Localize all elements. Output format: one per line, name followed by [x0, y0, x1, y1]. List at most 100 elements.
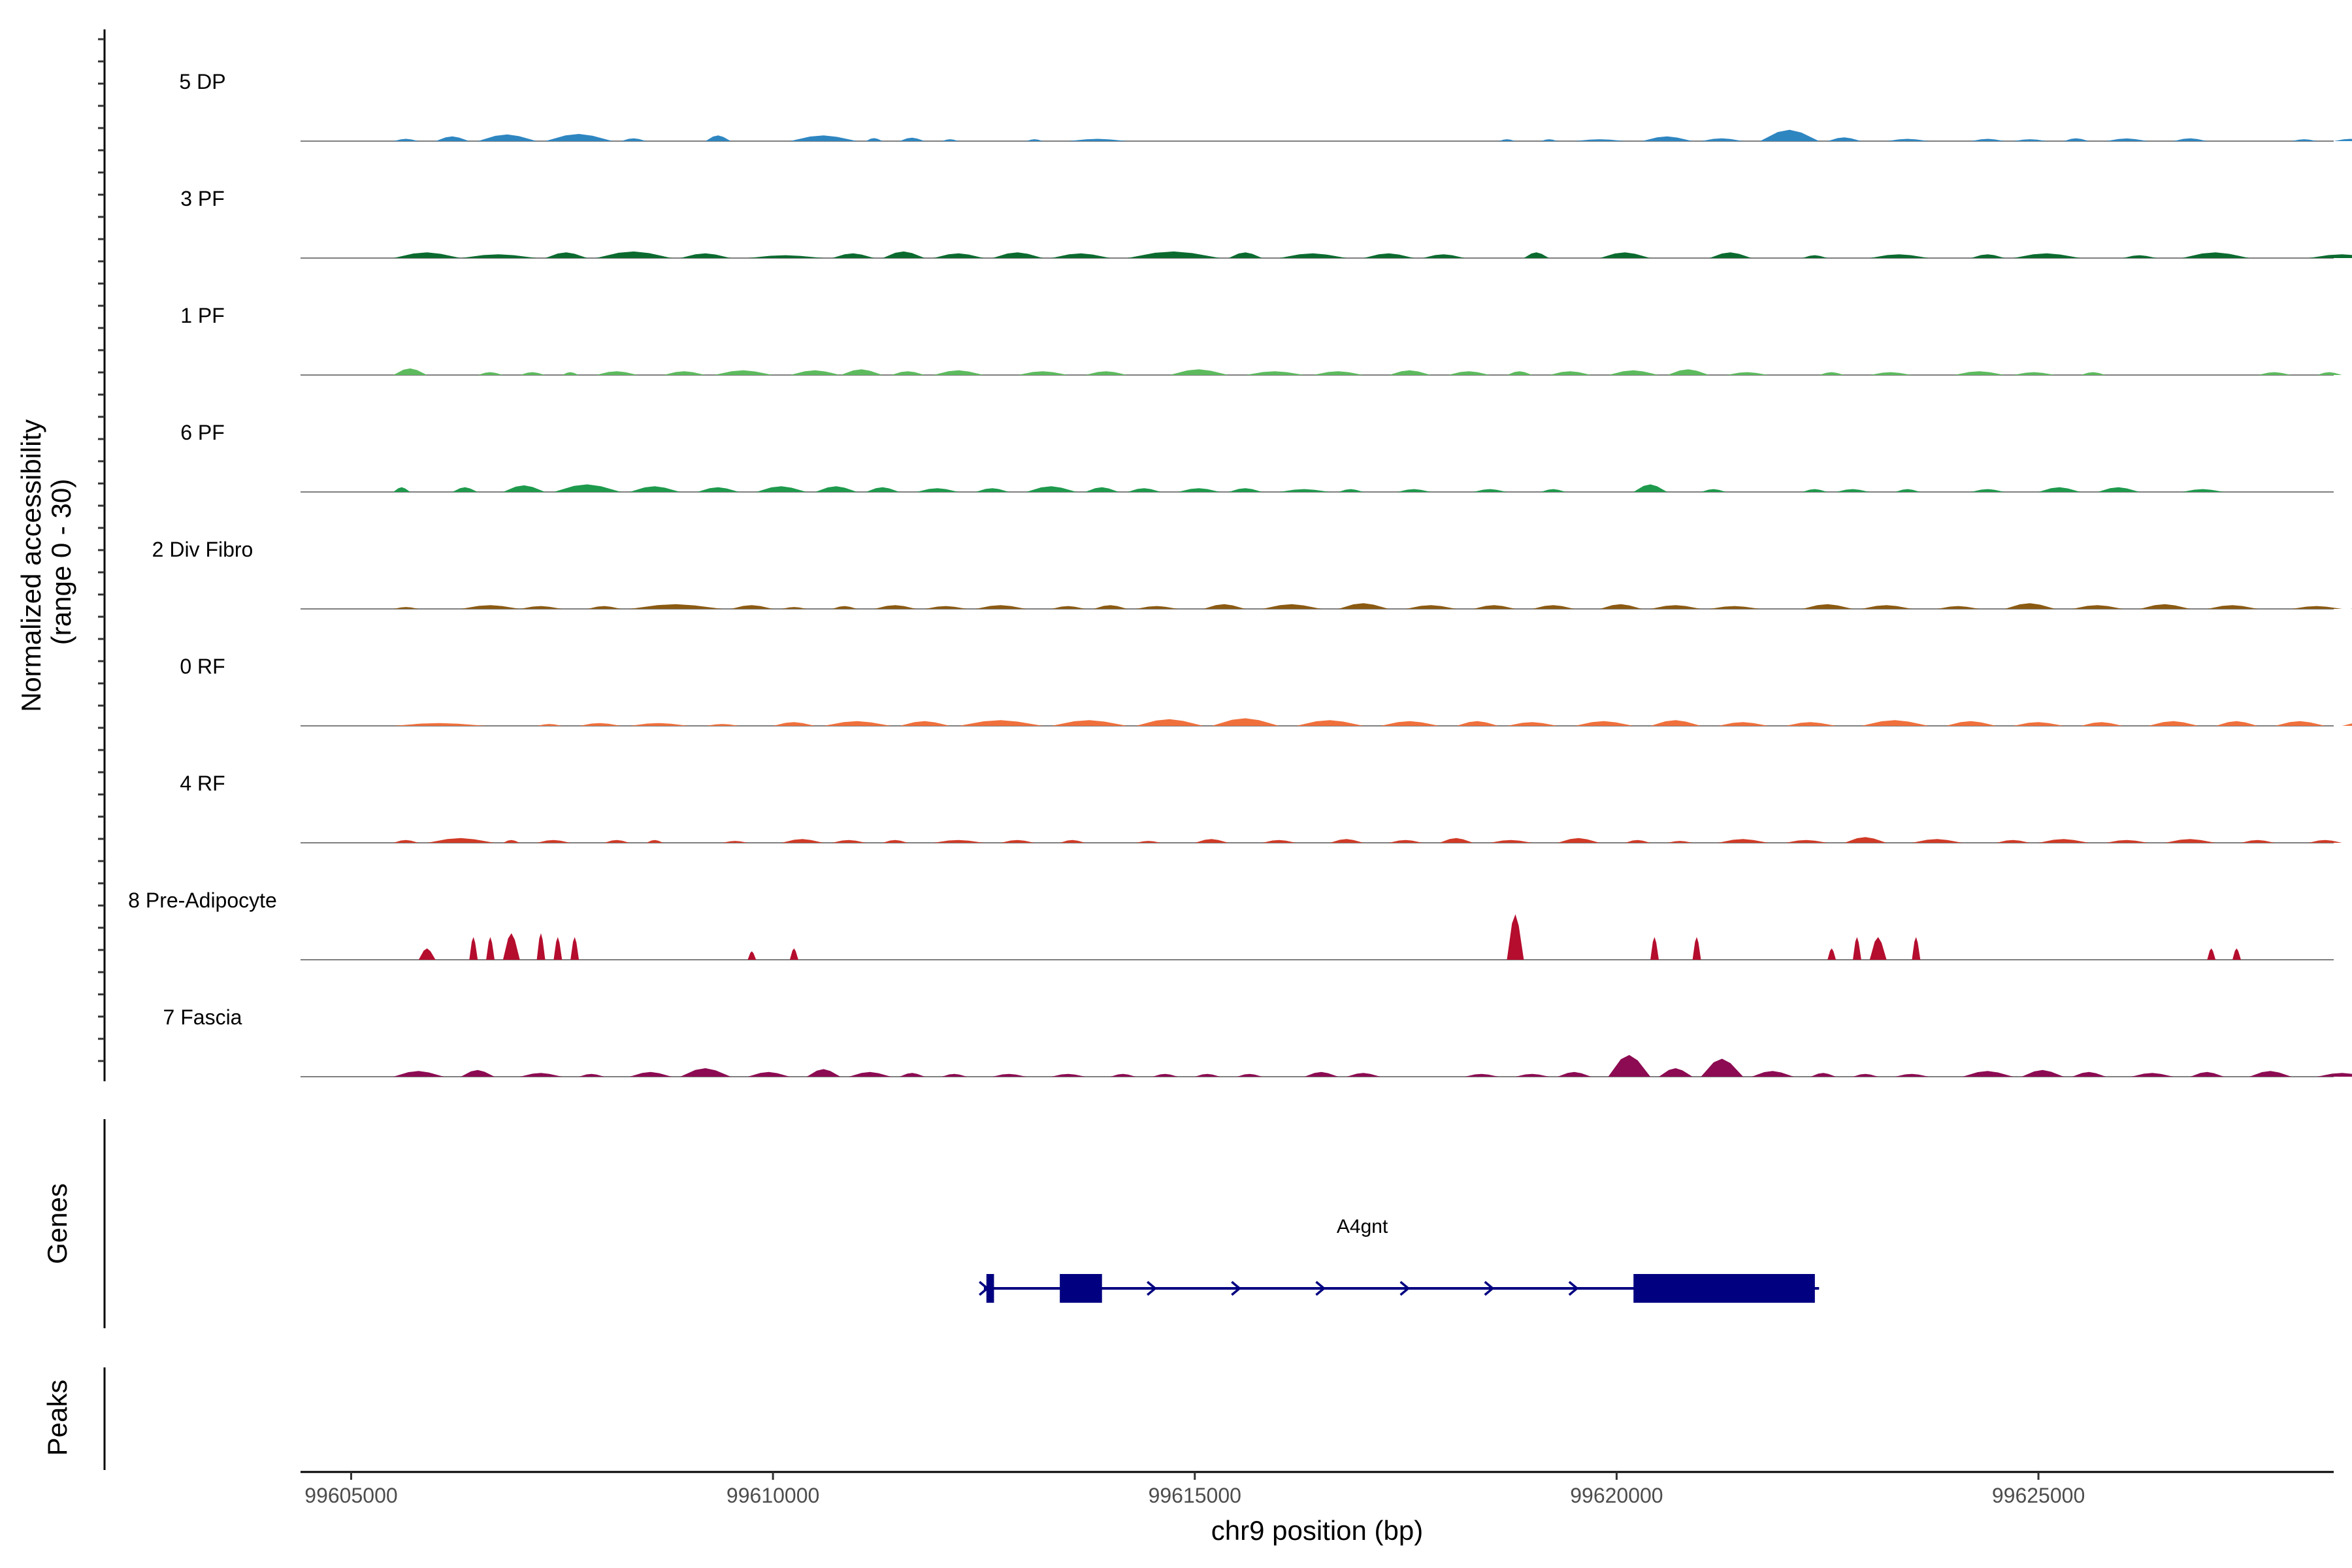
coverage-peak [478, 134, 537, 141]
strand-chevron [1315, 1281, 1326, 1296]
coverage-peak [1718, 839, 1769, 843]
coverage-peak [840, 369, 883, 375]
coverage-peak [1650, 605, 1701, 609]
coverage-peak [629, 604, 723, 609]
coverage-peak [1558, 838, 1600, 843]
coverage-peak [1051, 1073, 1085, 1077]
coverage-peak [1625, 840, 1651, 843]
coverage-peak [705, 135, 731, 141]
track-label: 3 PF [180, 187, 225, 210]
coverage-peak [1574, 139, 1625, 141]
coverage-peak [1051, 720, 1128, 726]
coverage-peak [1912, 839, 1963, 843]
coverage-peak [621, 138, 647, 141]
coverage-peak [2173, 138, 2208, 141]
coverage-peak [1608, 370, 1659, 375]
coverage-peak [1667, 369, 1710, 375]
coverage-peak [663, 371, 706, 375]
coverage-peak [730, 605, 774, 609]
track-label: 2 Div Fibro [152, 538, 253, 561]
coverage-peak [1869, 372, 1912, 375]
coverage-peak [1869, 254, 1929, 258]
coverage-peak [393, 607, 419, 609]
coverage-peak [933, 840, 984, 843]
track-label: 5 DP [179, 70, 225, 93]
coverage-peak [1558, 1071, 1592, 1077]
coverage-peak [1262, 840, 1296, 843]
coverage-peak [1397, 489, 1431, 492]
x-tick-label: 99620000 [1570, 1484, 1663, 1507]
coverage-peak [941, 1073, 968, 1077]
coverage-peak [1000, 840, 1035, 843]
coverage-peak [1448, 371, 1490, 375]
coverage-peak [1718, 722, 1769, 726]
coverage-peak [832, 606, 858, 609]
gene-exon [986, 1274, 994, 1303]
coverage-peak [2291, 606, 2342, 609]
coverage-peak [393, 723, 487, 726]
strand-chevron [979, 1281, 989, 1296]
peaks-panel-label: Peaks [42, 1380, 73, 1456]
coverage-y-axis-title-line1: Normalized accessibility [16, 419, 46, 712]
coverage-peak [2013, 722, 2064, 726]
coverage-peak [596, 371, 638, 375]
coverage-peak [1861, 605, 1912, 609]
coverage-peak [1498, 139, 1516, 141]
coverage-peak [2215, 721, 2258, 726]
gene-exon [1633, 1274, 1815, 1303]
coverage-peak [1970, 254, 2005, 258]
coverage-peak [2257, 372, 2292, 375]
coverage-peak [1844, 837, 1887, 843]
coverage-peak [519, 372, 546, 375]
coverage-peak [1347, 1073, 1380, 1077]
coverage-peak [1608, 1054, 1651, 1077]
coverage-peak [2063, 138, 2089, 141]
coverage-peak [1304, 1071, 1339, 1077]
coverage-peak [418, 948, 436, 960]
coverage-peak [1659, 1068, 1693, 1077]
track-3-pf: 3 PF [180, 187, 2352, 259]
coverage-peak [502, 840, 520, 843]
coverage-peak [1912, 937, 1921, 960]
coverage-peak [2241, 840, 2275, 843]
x-axis-ticks: 99605000 99610000 99615000 99620000 99625000 [304, 1472, 2085, 1507]
coverage-peak [2291, 139, 2317, 141]
coverage-peak [899, 1073, 925, 1077]
coverage-peak [1060, 840, 1085, 843]
coverage-peak [1439, 838, 1473, 843]
coverage-peak [975, 488, 1009, 492]
coverage-y-axis-title: Normalized accessibility (range 0 - 30) [16, 412, 76, 712]
coverage-peak [1895, 489, 1921, 492]
coverage-peak [1810, 1073, 1837, 1077]
coverage-peak [1574, 721, 1634, 726]
coverage-peak [1237, 1073, 1263, 1077]
coverage-peak [1177, 488, 1220, 492]
coverage-peak [756, 486, 807, 492]
coverage-peak [502, 933, 520, 960]
coverage-peak [722, 841, 748, 843]
coverage-peak [2181, 252, 2249, 258]
coverage-peak [1135, 719, 1203, 726]
coverage-peak [2274, 721, 2326, 726]
coverage-peak [2013, 253, 2081, 258]
track-label: 8 Pre-Adipocyte [128, 889, 277, 912]
coverage-peak [1827, 948, 1837, 960]
coverage-peak [924, 606, 968, 609]
coverage-peak [1194, 1073, 1220, 1077]
coverage-peak [941, 139, 959, 141]
coverage-peak [1541, 139, 1558, 141]
track-1-pf: 1 PF [180, 304, 2342, 376]
track-4-rf: 4 RF [180, 772, 2342, 843]
coverage-peak [1194, 839, 1229, 843]
coverage-peak [1313, 371, 1364, 375]
coverage-peak [1026, 486, 1077, 492]
coverage-peak [789, 135, 858, 141]
coverage-peak [2350, 608, 2352, 609]
coverage-peak [536, 933, 546, 960]
coverage-peak [596, 251, 672, 258]
track-7-fascia: 7 Fascia [163, 1005, 2352, 1077]
coverage-peak [1456, 721, 1499, 726]
coverage-peak [1051, 253, 1111, 258]
coverage-peak [469, 937, 478, 960]
